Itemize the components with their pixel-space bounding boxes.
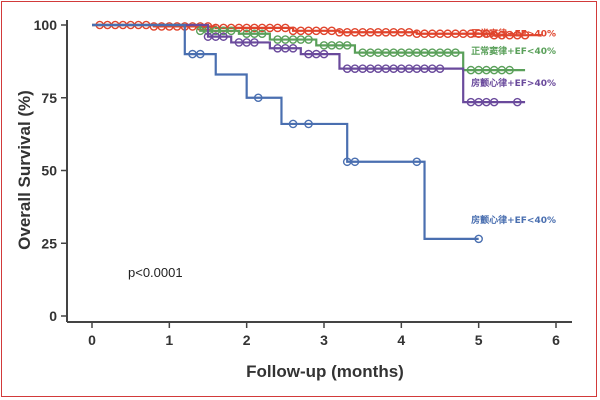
x-tick-label: 5 xyxy=(475,332,483,348)
censor-marker xyxy=(257,29,267,39)
y-tick-label: 50 xyxy=(41,163,57,179)
x-tick-label: 2 xyxy=(243,332,251,348)
censor-marker xyxy=(404,27,414,37)
censor-marker xyxy=(435,64,445,73)
ticks: 0 1 2 3 4 5 6 0 25 50 75 100 xyxy=(34,17,560,348)
censor-marker xyxy=(327,26,337,36)
censor-marker xyxy=(520,30,530,40)
censor-marker xyxy=(350,157,360,167)
series-3 xyxy=(92,23,526,107)
censor-marker xyxy=(288,43,298,53)
p-value-annotation: p<0.0001 xyxy=(128,265,183,280)
series-label: 正常窦律+EF>40% xyxy=(471,28,556,40)
censor-marker xyxy=(281,23,290,33)
x-tick-label: 6 xyxy=(552,332,560,348)
y-axis-title: Overall Survival (%) xyxy=(15,90,34,250)
y-tick-label: 75 xyxy=(41,90,57,106)
series-4 xyxy=(92,23,483,244)
series-label: 正常窦律+EF<40% xyxy=(471,45,556,57)
censor-marker xyxy=(342,41,352,50)
y-tick-label: 25 xyxy=(41,235,57,251)
y-tick-label: 100 xyxy=(34,17,58,33)
series-group xyxy=(92,20,542,244)
series-2 xyxy=(92,23,526,75)
censor-marker xyxy=(513,97,522,107)
censor-marker xyxy=(253,93,263,103)
censor-marker xyxy=(195,49,205,59)
censor-marker xyxy=(451,48,460,57)
censor-marker xyxy=(319,49,329,59)
x-tick-label: 1 xyxy=(165,332,173,348)
x-tick-label: 0 xyxy=(88,332,96,348)
x-tick-label: 4 xyxy=(397,332,405,348)
censor-marker xyxy=(304,35,313,44)
series-label: 房颤心律+EF<40% xyxy=(471,214,556,226)
x-axis-title: Follow-up (months) xyxy=(246,362,404,381)
censor-marker xyxy=(474,234,483,244)
series-labels: 正常窦律+EF>40% 正常窦律+EF<40% 房颤心律+EF>40% 房颤心律+EF… xyxy=(471,28,556,226)
y-tick-label: 0 xyxy=(49,308,57,324)
survival-step-line xyxy=(92,23,526,72)
censor-marker xyxy=(304,119,313,129)
censor-marker xyxy=(226,26,236,36)
series-label: 房颤心律+EF>40% xyxy=(471,77,556,89)
censor-marker xyxy=(219,32,228,41)
censor-marker xyxy=(250,38,259,47)
series-1 xyxy=(92,20,542,40)
censor-marker xyxy=(505,65,514,75)
censor-marker xyxy=(288,119,298,129)
censor-marker xyxy=(412,157,422,167)
survival-step-line xyxy=(92,23,479,240)
censor-marker xyxy=(482,29,491,39)
x-tick-label: 3 xyxy=(320,332,328,348)
survival-step-line xyxy=(92,23,542,37)
censor-marker xyxy=(489,97,499,107)
